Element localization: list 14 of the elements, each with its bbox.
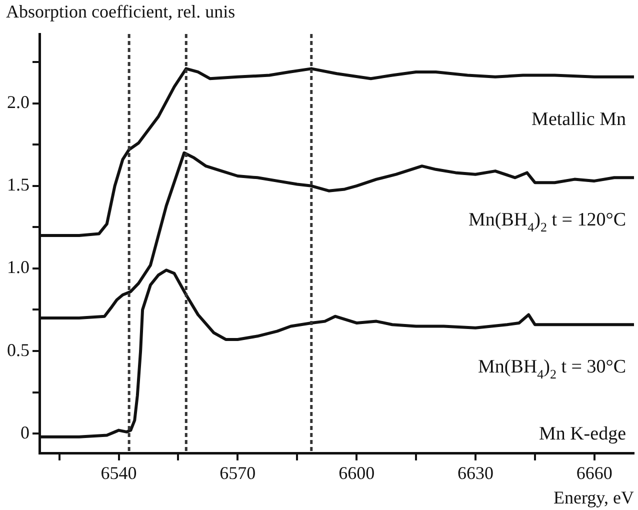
y-tick-label: 1.5 xyxy=(7,174,30,195)
y-tick-label: 0 xyxy=(20,422,30,442)
y-tick-label: 2.0 xyxy=(7,92,30,112)
y-tick-label: 1.0 xyxy=(7,257,30,278)
x-tick-label: 6570 xyxy=(220,462,256,483)
series-label: Metallic Mn xyxy=(532,108,626,130)
y-tick-label: 0.5 xyxy=(7,340,30,360)
x-axis-title: Energy, eV xyxy=(554,488,634,508)
x-tick-label: 6660 xyxy=(576,462,612,483)
y-axis-title: Absorption coefficient, rel. unis xyxy=(6,2,236,22)
annotation: Mn K-edge xyxy=(538,423,626,444)
x-tick-label: 6540 xyxy=(100,462,137,483)
x-tick-label: 6600 xyxy=(338,462,375,483)
x-tick-label: 6630 xyxy=(457,462,494,483)
